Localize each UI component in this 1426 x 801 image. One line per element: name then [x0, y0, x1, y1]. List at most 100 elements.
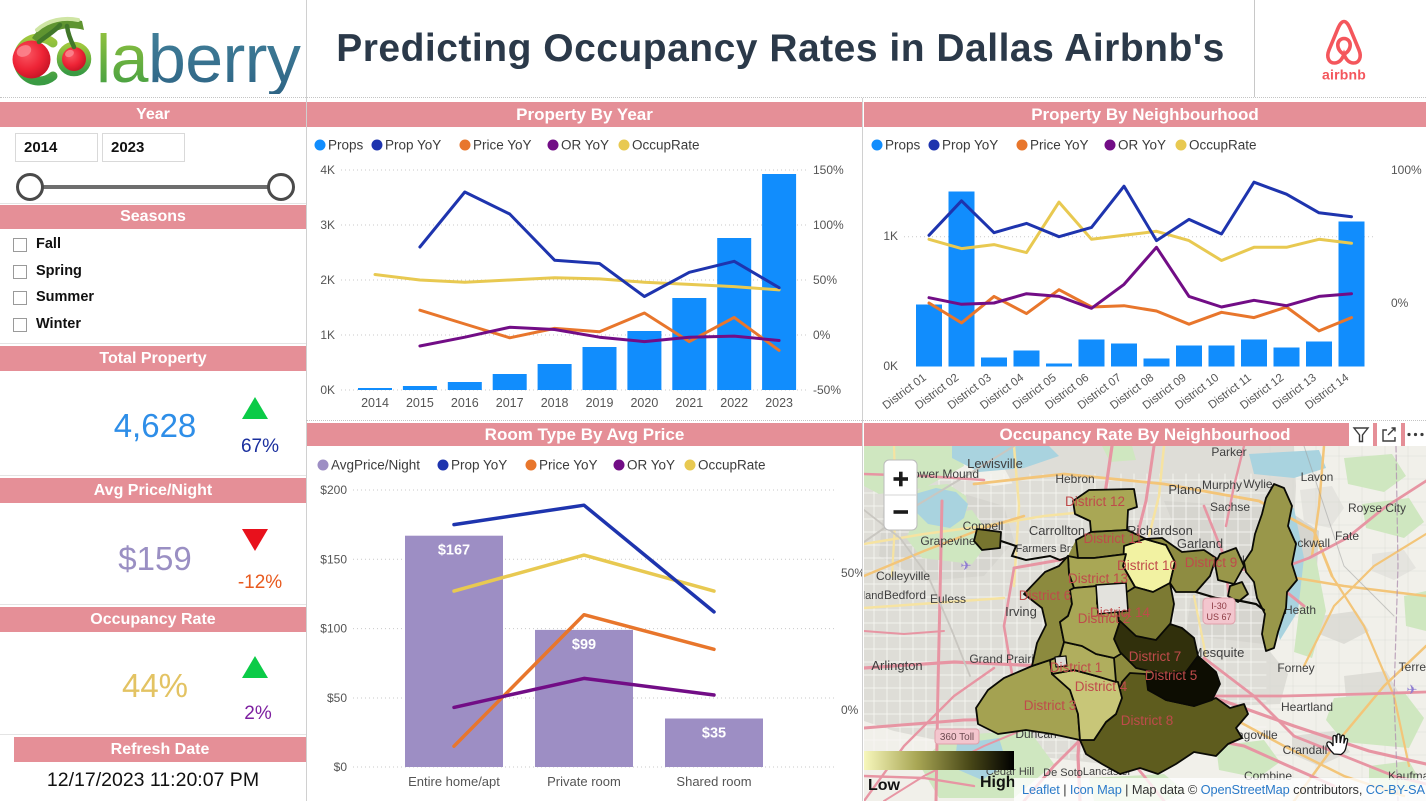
svg-text:Mesquite: Mesquite [1192, 645, 1245, 660]
svg-text:Private room: Private room [547, 774, 621, 789]
svg-text:Royse City: Royse City [1348, 501, 1406, 515]
svg-text:District 11: District 11 [1083, 531, 1142, 546]
svg-text:OccupRate: OccupRate [1189, 138, 1257, 153]
svg-text:Murphy: Murphy [1202, 478, 1242, 492]
svg-text:District 3: District 3 [1024, 698, 1077, 713]
svg-text:2018: 2018 [541, 396, 569, 410]
svg-text:100%: 100% [813, 218, 844, 232]
svg-text:1K: 1K [320, 328, 335, 342]
svg-text:0%: 0% [1391, 296, 1409, 310]
svg-text:Heath: Heath [1284, 603, 1316, 617]
svg-text:Crandall: Crandall [1283, 743, 1328, 757]
svg-text:-50%: -50% [813, 383, 841, 397]
svg-text:Low: Low [868, 777, 901, 794]
svg-text:Hebron: Hebron [1055, 472, 1094, 486]
svg-text:0K: 0K [883, 359, 898, 373]
svg-text:Terrell: Terrell [1399, 660, 1426, 674]
svg-text:2K: 2K [320, 273, 335, 287]
svg-text:District 14: District 14 [1090, 605, 1151, 620]
svg-text:Irving: Irving [1005, 604, 1037, 619]
svg-text:$167: $167 [438, 543, 470, 559]
svg-text:Forney: Forney [1277, 661, 1314, 675]
svg-text:OccupRate: OccupRate [632, 138, 700, 153]
svg-text:OR YoY: OR YoY [561, 138, 609, 153]
svg-text:0%: 0% [813, 328, 831, 342]
svg-text:Colleyville: Colleyville [876, 569, 930, 583]
svg-text:Entire home/apt: Entire home/apt [408, 774, 500, 789]
svg-text:Fate: Fate [1335, 529, 1359, 543]
svg-text:Garland: Garland [1177, 536, 1223, 551]
svg-text:0K: 0K [320, 383, 335, 397]
svg-text:OR YoY: OR YoY [627, 458, 675, 473]
svg-text:Sachse: Sachse [1210, 500, 1250, 514]
svg-text:3K: 3K [320, 218, 335, 232]
svg-text:2017: 2017 [496, 396, 524, 410]
svg-text:Bedford: Bedford [884, 588, 926, 602]
svg-text:1K: 1K [883, 229, 898, 243]
svg-text:US 67: US 67 [1206, 612, 1231, 622]
svg-text:150%: 150% [813, 163, 844, 177]
svg-text:$99: $99 [572, 637, 596, 653]
svg-text:360 Toll: 360 Toll [940, 732, 974, 743]
svg-text:Coppell: Coppell [963, 519, 1004, 533]
svg-text:2021: 2021 [675, 396, 703, 410]
svg-text:AvgPrice/Night: AvgPrice/Night [331, 458, 420, 473]
svg-text:Price YoY: Price YoY [473, 138, 532, 153]
svg-text:50%: 50% [813, 273, 837, 287]
svg-text:District 1: District 1 [1050, 660, 1103, 675]
svg-text:$50: $50 [327, 691, 347, 705]
svg-text:District 13: District 13 [1068, 571, 1128, 586]
svg-text:Prop YoY: Prop YoY [451, 458, 507, 473]
svg-text:Carrollton: Carrollton [1029, 523, 1085, 538]
svg-text:High: High [980, 774, 1016, 791]
svg-text:Flower Mound: Flower Mound [903, 467, 979, 481]
svg-text:2023: 2023 [765, 396, 793, 410]
svg-text:Price YoY: Price YoY [1030, 138, 1089, 153]
svg-text:District 9: District 9 [1185, 555, 1238, 570]
svg-text:Plano: Plano [1168, 482, 1201, 497]
svg-text:De Soto: De Soto [1043, 767, 1083, 779]
svg-text:2019: 2019 [586, 396, 614, 410]
svg-text:2014: 2014 [361, 396, 389, 410]
svg-text:Arlington: Arlington [871, 658, 922, 673]
svg-text:Grapevine: Grapevine [920, 534, 976, 548]
svg-text:Lewisville: Lewisville [967, 456, 1023, 471]
svg-text:OccupRate: OccupRate [698, 458, 766, 473]
svg-text:Grand Prairie: Grand Prairie [969, 652, 1041, 666]
svg-text:District 4: District 4 [1075, 679, 1128, 694]
svg-text:District 8: District 8 [1121, 713, 1174, 728]
svg-text:Prop YoY: Prop YoY [942, 138, 998, 153]
svg-text:2020: 2020 [630, 396, 658, 410]
svg-text:$200: $200 [320, 483, 347, 497]
svg-text:100%: 100% [1391, 163, 1422, 177]
svg-text:Wylie: Wylie [1243, 477, 1273, 491]
svg-text:District 10: District 10 [1117, 558, 1177, 573]
svg-text:Parker: Parker [1211, 446, 1246, 459]
svg-text:$0: $0 [334, 760, 348, 774]
svg-text:4K: 4K [320, 163, 335, 177]
svg-text:I-30: I-30 [1211, 601, 1227, 611]
svg-text:2015: 2015 [406, 396, 434, 410]
svg-text:2022: 2022 [720, 396, 748, 410]
svg-text:District 12: District 12 [1065, 494, 1125, 509]
svg-text:$150: $150 [320, 552, 347, 566]
svg-text:laberry: laberry [96, 21, 301, 94]
svg-text:$35: $35 [702, 726, 726, 742]
svg-text:OR YoY: OR YoY [1118, 138, 1166, 153]
svg-text:✈: ✈ [961, 558, 972, 573]
svg-text:Euless: Euless [930, 592, 966, 606]
svg-text:airbnb: airbnb [1322, 67, 1366, 83]
svg-text:Richardson: Richardson [1127, 523, 1193, 538]
svg-text:0%: 0% [841, 703, 859, 717]
svg-text:Lavon: Lavon [1301, 470, 1334, 484]
svg-text:District 5: District 5 [1145, 668, 1198, 683]
svg-text:2016: 2016 [451, 396, 479, 410]
svg-text:Props: Props [885, 138, 921, 153]
svg-text:District 7: District 7 [1129, 649, 1182, 664]
svg-text:hland: hland [864, 590, 883, 602]
svg-text:District 6: District 6 [1019, 588, 1072, 603]
svg-text:Prop YoY: Prop YoY [385, 138, 441, 153]
svg-text:Leaflet | Icon Map | Map data: Leaflet | Icon Map | Map data © OpenStre… [1022, 782, 1425, 797]
svg-text:Price YoY: Price YoY [539, 458, 598, 473]
svg-text:Props: Props [328, 138, 364, 153]
